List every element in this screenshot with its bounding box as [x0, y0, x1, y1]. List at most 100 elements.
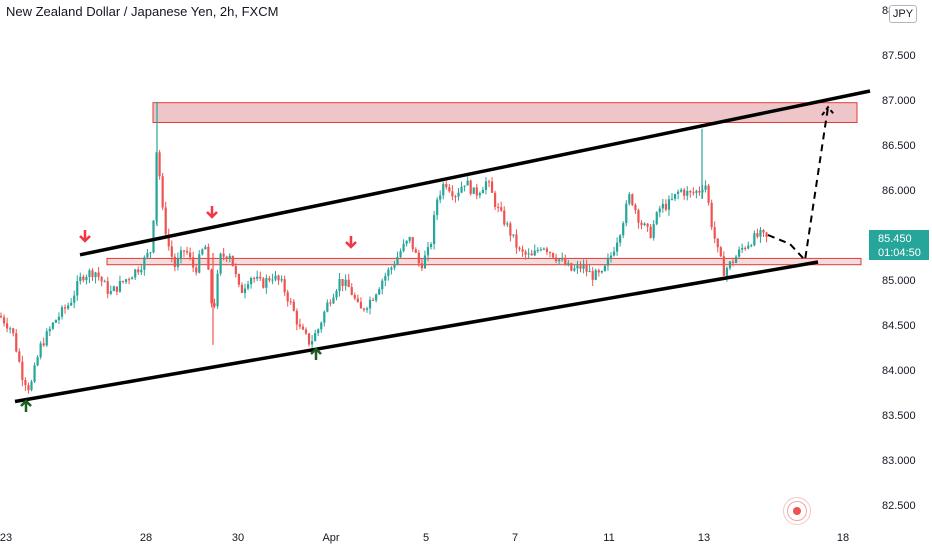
y-tick-label: 86.500 [882, 140, 916, 152]
candle-body [94, 272, 97, 278]
candle-body [137, 269, 140, 273]
candle-body [323, 311, 326, 323]
time-axis: 23 28 30 Apr 5 7 11 13 18 [0, 532, 849, 544]
y-tick-label: 84.500 [882, 320, 916, 332]
candle-body [353, 294, 356, 299]
candle-body [372, 299, 375, 301]
candle-body [625, 203, 628, 224]
candle-body [27, 385, 30, 391]
candle-body [655, 212, 658, 225]
candle-body [176, 258, 179, 267]
candle-body [216, 273, 219, 307]
candle-body [643, 223, 646, 226]
candle-body [588, 271, 591, 273]
candle-body [628, 194, 631, 204]
candle-body [103, 281, 106, 283]
candle-body [185, 250, 189, 253]
candle-body [439, 195, 442, 200]
candle-body [24, 380, 27, 386]
candle-body [192, 257, 195, 268]
candle-body [36, 357, 39, 366]
candle-body [228, 255, 231, 259]
currency-button[interactable]: JPY [889, 5, 917, 23]
candle-body [612, 251, 616, 256]
last-price-value: 85.450 [878, 233, 912, 245]
candle-body [60, 307, 64, 317]
candle-body [713, 227, 716, 239]
last-price-tag: 85.450 01:04:50 [869, 230, 929, 260]
candle-body [524, 251, 527, 255]
candle-body [442, 183, 445, 196]
candle-body [619, 235, 622, 243]
x-tick-label: Apr [322, 532, 339, 544]
candle-body [716, 238, 719, 248]
candle-body [210, 269, 213, 304]
candle-body [198, 254, 201, 273]
candle-body [494, 192, 497, 207]
y-tick-label: 84.000 [882, 365, 916, 377]
replay-icon[interactable] [787, 501, 807, 521]
candle-body [378, 289, 381, 295]
candle-body [231, 255, 234, 267]
candle-body [454, 196, 457, 198]
candle-body [414, 249, 417, 253]
candle-body [298, 324, 301, 327]
candle-body [734, 256, 738, 263]
candle-body [222, 253, 225, 257]
candle-body [253, 277, 256, 279]
candle-body [527, 253, 530, 255]
candle-body [731, 261, 735, 263]
candle-body [0, 316, 3, 318]
candle-body [134, 269, 137, 278]
x-tick-label: 18 [837, 532, 849, 544]
candle-body [277, 275, 280, 281]
candle-body [433, 215, 436, 245]
candle-body [555, 257, 558, 262]
candle-body [268, 278, 271, 281]
x-tick-label: 11 [603, 532, 614, 544]
candle-body [9, 328, 12, 330]
candle-body [490, 181, 494, 193]
candle-body [506, 223, 509, 225]
candle-body [375, 294, 378, 301]
candle-body [457, 192, 460, 197]
candle-body [21, 361, 24, 381]
candle-body [48, 328, 51, 332]
candle-body [314, 333, 317, 342]
candle-body [240, 284, 244, 293]
candle-body [561, 258, 564, 260]
candle-body [603, 265, 606, 271]
candle-body [582, 265, 585, 269]
up-arrow-icon [20, 399, 32, 412]
candle-body [265, 278, 268, 288]
candle-body [30, 381, 33, 391]
candle-body [399, 251, 402, 258]
candle-body [600, 270, 603, 273]
x-tick-label: 7 [512, 532, 518, 544]
projection-path [767, 107, 829, 263]
candle-body [484, 181, 488, 191]
candle-body [683, 189, 686, 196]
candle-body [658, 208, 661, 213]
arrows-layer [20, 206, 357, 412]
candle-body [368, 299, 372, 309]
candle-body [356, 298, 359, 302]
candle-body [158, 152, 161, 177]
candle-body [295, 310, 298, 325]
down-arrow-icon [79, 230, 91, 243]
candle-body [637, 210, 640, 223]
candle-body [219, 253, 222, 274]
candle-body [417, 252, 420, 264]
candle-body [100, 276, 103, 282]
x-tick-label: 30 [232, 532, 244, 544]
channel-lower-line [14, 260, 819, 404]
candle-body [710, 202, 713, 228]
candle-body [518, 247, 521, 250]
candle-body [243, 288, 247, 293]
candle-body [88, 270, 91, 278]
candle-body [39, 343, 42, 358]
candle-body [335, 291, 338, 298]
candle-body [606, 258, 610, 266]
candle-body [362, 308, 366, 310]
